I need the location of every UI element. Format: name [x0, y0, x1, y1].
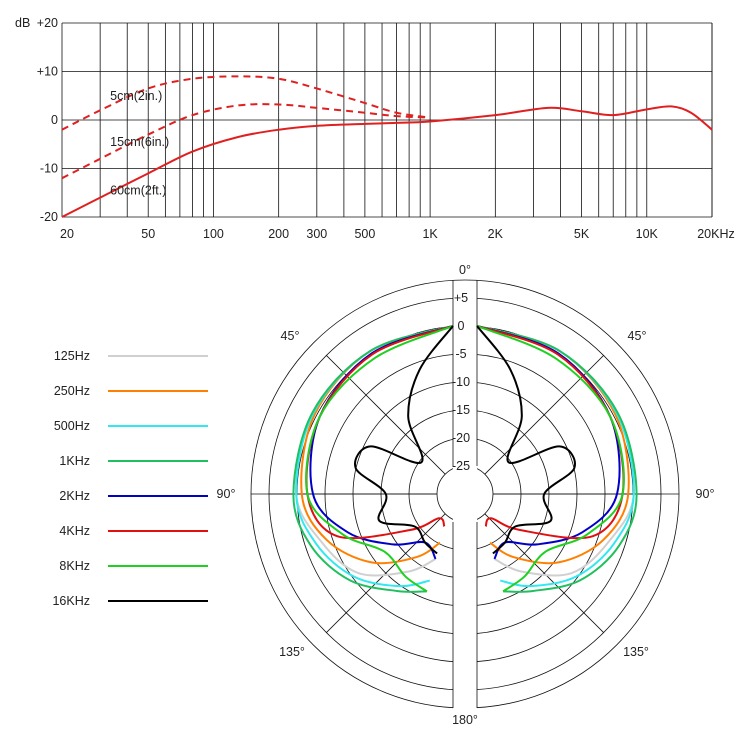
x-tick-label: 2K — [488, 227, 504, 241]
polar-gap-bottom — [453, 518, 477, 714]
series-label-0: 5cm(2in.) — [110, 89, 162, 103]
y-tick-label: +10 — [37, 65, 58, 79]
polar-pattern-chart: +5 0 -5 -10 -15 -20 -25 0° 45° 45° 90° 90° 135° 135°… — [52, 263, 715, 727]
polar-series-6-right — [476, 325, 625, 593]
angle-label: 90° — [696, 487, 715, 501]
y-tick-label: +20 — [37, 16, 58, 30]
angle-label: 135° — [623, 645, 649, 659]
r-tick-label: 0 — [458, 319, 465, 333]
polar-spoke — [484, 513, 604, 633]
polar-series-4-left — [309, 325, 454, 560]
r-tick-label: -20 — [452, 431, 470, 445]
x-tick-label: 5K — [574, 227, 590, 241]
polar-series-6-left — [305, 325, 454, 593]
polar-series-5-right — [476, 325, 625, 540]
legend-label-3: 1KHz — [59, 454, 90, 468]
y-tick-label: -20 — [40, 210, 58, 224]
angle-label: 45° — [281, 329, 300, 343]
polar-series-3-right — [476, 325, 638, 593]
polar-series-4-right — [476, 325, 621, 560]
polar-spoke — [326, 513, 446, 633]
x-tick-label: 50 — [141, 227, 155, 241]
angle-label: 90° — [217, 487, 236, 501]
x-tick-label: 100 — [203, 227, 224, 241]
polar-ring — [436, 465, 494, 523]
legend-label-2: 500Hz — [54, 419, 90, 433]
r-tick-label: -25 — [452, 459, 470, 473]
y-tick-label: 0 — [51, 113, 58, 127]
y-axis-label: dB — [15, 16, 30, 30]
series-label-1: 15cm(6in.) — [110, 135, 169, 149]
series-line-2 — [61, 105, 713, 218]
x-tick-label: 200 — [268, 227, 289, 241]
angle-label: 180° — [452, 713, 478, 727]
angle-label: 45° — [628, 329, 647, 343]
legend-label-5: 4KHz — [59, 524, 90, 538]
angle-label: 135° — [279, 645, 305, 659]
polar-series-5-left — [305, 325, 454, 540]
series-line-0 — [61, 75, 431, 131]
x-tick-label: 10K — [636, 227, 659, 241]
x-tick-label: 1K — [422, 227, 438, 241]
x-tick-label: 20 — [60, 227, 74, 241]
r-tick-label: -10 — [452, 375, 470, 389]
legend-label-1: 250Hz — [54, 384, 90, 398]
x-tick-label: 500 — [354, 227, 375, 241]
legend-label-7: 16KHz — [52, 594, 90, 608]
r-tick-label: -5 — [455, 347, 466, 361]
y-tick-label: -10 — [40, 162, 58, 176]
legend-label-4: 2KHz — [59, 489, 90, 503]
frequency-response-chart: 20 50 100 200 300 500 1K 2K 5K 10K 20KHz +20 +10 0 -10… — [15, 16, 735, 241]
x-tick-label: 20KHz — [697, 227, 735, 241]
legend-label-0: 125Hz — [54, 349, 90, 363]
series-label-2: 60cm(2ft.) — [110, 183, 166, 197]
x-tick-label: 300 — [306, 227, 327, 241]
r-tick-label: -15 — [452, 403, 470, 417]
polar-series-7-right — [476, 325, 576, 555]
polar-gap-top — [453, 294, 477, 470]
r-tick-label: +5 — [454, 291, 468, 305]
legend-label-6: 8KHz — [59, 559, 90, 573]
polar-series-7-left — [354, 325, 454, 555]
polar-series-3-left — [292, 325, 454, 593]
angle-label: 0° — [459, 263, 471, 277]
